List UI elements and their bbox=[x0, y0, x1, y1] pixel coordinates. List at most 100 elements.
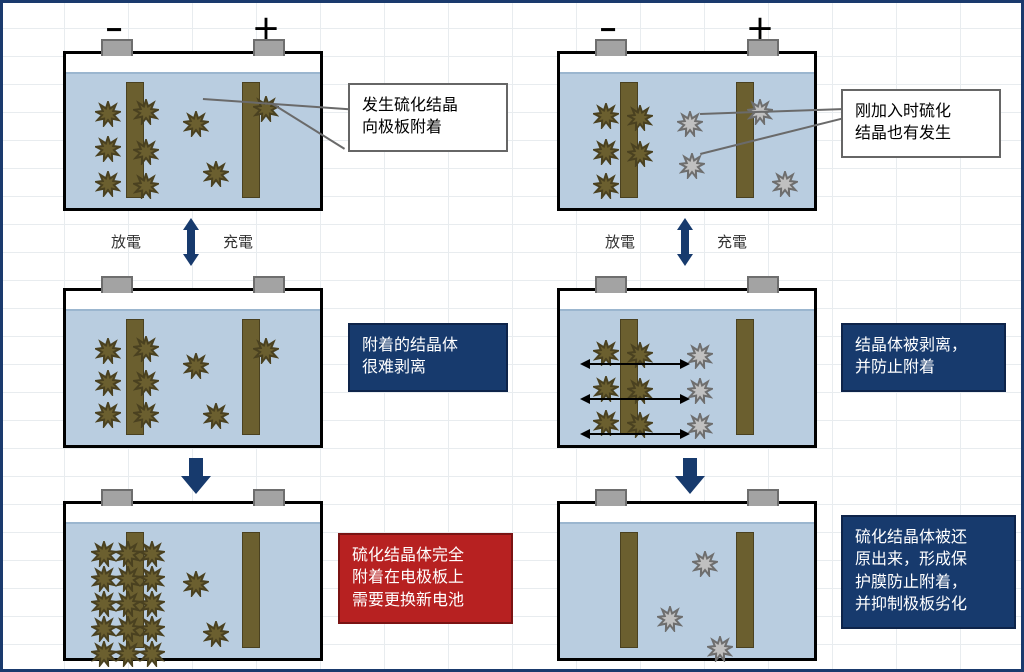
callout-text: 很难剥离 bbox=[362, 359, 426, 376]
detach-arrow-icon bbox=[580, 393, 690, 405]
sulfation-crystal-icon bbox=[677, 111, 703, 137]
sulfation-crystal-icon bbox=[139, 591, 165, 617]
sulfation-crystal-icon bbox=[627, 105, 653, 131]
terminal-neg bbox=[101, 276, 133, 293]
sulfation-crystal-icon bbox=[133, 402, 159, 428]
charge-label: 充電 bbox=[223, 231, 253, 252]
sulfation-crystal-icon bbox=[687, 378, 713, 404]
sulfation-crystal-icon bbox=[203, 621, 229, 647]
callout-text: 结晶也有发生 bbox=[855, 125, 951, 142]
sulfation-crystal-icon bbox=[139, 641, 165, 667]
detach-arrow-icon bbox=[580, 428, 690, 440]
sulfation-crystal-icon bbox=[687, 413, 713, 439]
diagram-page: − ＋ 发生硫化结晶 向极板附着 放電 充電 bbox=[0, 0, 1024, 672]
sulfation-crystal-icon bbox=[593, 139, 619, 165]
callout-L2: 附着的结晶体 很难剥离 bbox=[348, 323, 508, 392]
sulfation-crystal-icon bbox=[95, 136, 121, 162]
callout-text: 附着的结晶体 bbox=[362, 337, 458, 354]
sulfation-crystal-icon bbox=[593, 173, 619, 199]
terminal-pos bbox=[747, 489, 779, 506]
updown-arrow-icon bbox=[171, 218, 211, 266]
sulfation-crystal-icon bbox=[133, 336, 159, 362]
sulfation-crystal-icon bbox=[91, 641, 117, 667]
sulfation-crystal-icon bbox=[95, 338, 121, 364]
sulfation-crystal-icon bbox=[115, 566, 141, 592]
detach-arrow-icon bbox=[580, 358, 690, 370]
updown-arrow-icon bbox=[665, 218, 705, 266]
discharge-label: 放電 bbox=[111, 231, 141, 252]
callout-text: 并防止附着 bbox=[855, 359, 935, 376]
sulfation-crystal-icon bbox=[95, 171, 121, 197]
plate-neg bbox=[620, 82, 638, 198]
terminal-neg bbox=[101, 39, 133, 56]
callout-L3: 硫化结晶体完全 附着在电极板上 需要更换新电池 bbox=[338, 533, 513, 624]
electrolyte bbox=[66, 309, 320, 445]
callout-text: 硫化结晶体被还 bbox=[855, 529, 967, 546]
sulfation-crystal-icon bbox=[133, 139, 159, 165]
down-arrow-icon bbox=[181, 458, 211, 494]
callout-text: 向极板附着 bbox=[362, 119, 442, 136]
plate-pos bbox=[242, 532, 260, 648]
callout-text: 需要更换新电池 bbox=[352, 592, 464, 609]
sulfation-crystal-icon bbox=[692, 551, 718, 577]
sulfation-crystal-icon bbox=[183, 353, 209, 379]
sulfation-crystal-icon bbox=[91, 591, 117, 617]
terminal-neg bbox=[595, 39, 627, 56]
sulfation-crystal-icon bbox=[593, 103, 619, 129]
sulfation-crystal-icon bbox=[133, 99, 159, 125]
sulfation-crystal-icon bbox=[91, 616, 117, 642]
sulfation-crystal-icon bbox=[627, 141, 653, 167]
sulfation-crystal-icon bbox=[253, 96, 279, 122]
electrolyte bbox=[560, 522, 814, 658]
callout-R1: 刚加入时硫化 结晶也有发生 bbox=[841, 89, 1001, 158]
callout-R3: 硫化结晶体被还 原出来，形成保 护膜防止附着， 并抑制极板劣化 bbox=[841, 515, 1016, 629]
terminal-pos bbox=[747, 39, 779, 56]
sulfation-crystal-icon bbox=[115, 591, 141, 617]
callout-text: 发生硫化结晶 bbox=[362, 97, 458, 114]
plate-pos bbox=[736, 319, 754, 435]
sulfation-crystal-icon bbox=[115, 616, 141, 642]
callout-text: 并抑制极板劣化 bbox=[855, 596, 967, 613]
callout-text: 硫化结晶体完全 bbox=[352, 547, 464, 564]
sulfation-crystal-icon bbox=[133, 173, 159, 199]
terminal-pos bbox=[747, 276, 779, 293]
battery-R1: − ＋ bbox=[557, 51, 817, 211]
sulfation-crystal-icon bbox=[183, 111, 209, 137]
sulfation-crystal-icon bbox=[139, 566, 165, 592]
terminal-neg bbox=[595, 276, 627, 293]
battery-L3 bbox=[63, 501, 323, 661]
electrolyte bbox=[66, 522, 320, 658]
terminal-pos bbox=[253, 39, 285, 56]
callout-L1: 发生硫化结晶 向极板附着 bbox=[348, 83, 508, 152]
callout-text: 结晶体被剥离， bbox=[855, 337, 967, 354]
terminal-pos bbox=[253, 489, 285, 506]
sulfation-crystal-icon bbox=[95, 370, 121, 396]
sulfation-crystal-icon bbox=[133, 370, 159, 396]
sulfation-crystal-icon bbox=[687, 343, 713, 369]
sulfation-crystal-icon bbox=[707, 636, 733, 662]
sulfation-crystal-icon bbox=[115, 541, 141, 567]
sulfation-crystal-icon bbox=[139, 616, 165, 642]
sulfation-crystal-icon bbox=[91, 566, 117, 592]
sulfation-crystal-icon bbox=[253, 338, 279, 364]
plate-pos bbox=[736, 532, 754, 648]
sulfation-crystal-icon bbox=[91, 541, 117, 567]
callout-text: 护膜防止附着， bbox=[855, 574, 967, 591]
electrolyte bbox=[66, 72, 320, 208]
terminal-pos bbox=[253, 276, 285, 293]
discharge-label: 放電 bbox=[605, 231, 635, 252]
sulfation-crystal-icon bbox=[772, 171, 798, 197]
sulfation-crystal-icon bbox=[679, 153, 705, 179]
terminal-neg bbox=[101, 489, 133, 506]
sulfation-crystal-icon bbox=[115, 641, 141, 667]
battery-R2 bbox=[557, 288, 817, 448]
sulfation-crystal-icon bbox=[657, 606, 683, 632]
callout-text: 附着在电极板上 bbox=[352, 569, 464, 586]
plate-pos bbox=[242, 319, 260, 435]
battery-R3 bbox=[557, 501, 817, 661]
callout-text: 刚加入时硫化 bbox=[855, 103, 951, 120]
electrolyte bbox=[560, 309, 814, 445]
plate-neg bbox=[620, 532, 638, 648]
sulfation-crystal-icon bbox=[203, 403, 229, 429]
battery-L2 bbox=[63, 288, 323, 448]
